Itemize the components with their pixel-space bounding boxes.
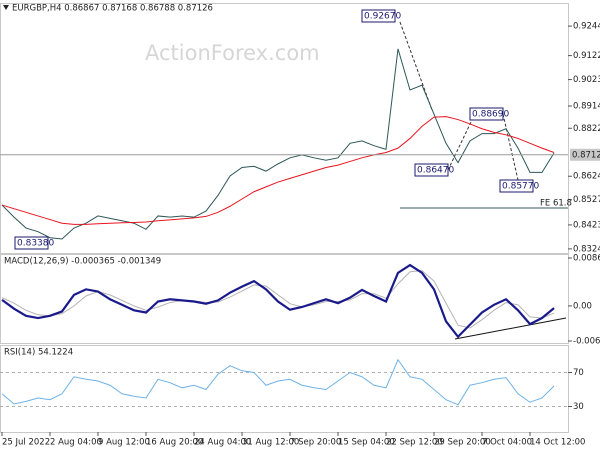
annotation: 0.92670 <box>364 12 401 22</box>
wave-line <box>502 113 519 181</box>
header-arrow <box>3 5 9 10</box>
last-price-label: 0.87126 <box>572 150 600 160</box>
series-line <box>1 358 555 406</box>
y-tick-label: 0.83240 <box>573 244 600 254</box>
annotation-box <box>414 163 449 177</box>
annotation: 0.88690 <box>472 110 509 120</box>
x-tick-label: 9 Aug 12:00 <box>98 438 150 448</box>
x-tick-label: 29 Sep 20:00 <box>434 438 491 448</box>
annotation-box <box>14 236 49 250</box>
chart-title: EURGBP,H4 0.86867 0.87168 0.86788 0.8712… <box>12 4 213 14</box>
panel-frame <box>0 254 569 344</box>
y-tick-label: 0.92440 <box>573 22 600 32</box>
rsi-title: RSI(14) 54.1224 <box>4 348 73 358</box>
watermark: ActionForex.com <box>145 41 320 65</box>
annotation-box <box>469 107 504 121</box>
y-tick-label: 0.85270 <box>573 195 600 205</box>
y-tick-label: 0.90230 <box>573 75 600 85</box>
macd-trendline <box>454 317 567 340</box>
wave-line <box>447 119 473 171</box>
y-tick-label: 70 <box>573 368 584 378</box>
series-line <box>1 263 555 339</box>
y-tick-label: 0.008686 <box>573 254 600 264</box>
x-tick-label: 7 Oct 04:00 <box>482 438 532 448</box>
x-tick-label: 15 Sep 04:00 <box>338 438 395 448</box>
x-tick-label: 16 Aug 20:00 <box>146 438 203 448</box>
annotation: 0.83380 <box>17 239 54 249</box>
x-tick-label: 2 Aug 04:00 <box>50 438 102 448</box>
macd-title: MACD(12,26,9) -0.000365 -0.001349 <box>4 257 161 267</box>
y-tick-label: 30 <box>573 402 584 412</box>
panel-frame <box>0 345 569 433</box>
x-tick-label: 31 Aug 12:00 <box>242 438 299 448</box>
y-tick-label: 0.88220 <box>573 124 600 134</box>
y-tick-label: 0.00 <box>573 301 592 311</box>
x-tick-label: 7 Sep 20:00 <box>290 438 341 448</box>
series-line <box>1 270 555 329</box>
y-tick-label: 0.89140 <box>573 101 600 111</box>
y-tick-label: 0.86240 <box>573 172 600 182</box>
annotation-box <box>499 179 534 193</box>
wave-line <box>399 21 433 111</box>
annotation: FE 61.8 <box>540 199 572 209</box>
x-tick-label: 22 Sep 12:00 <box>386 438 443 448</box>
y-tick-label: 0.91220 <box>573 51 600 61</box>
x-tick-label: 24 Aug 04:00 <box>194 438 251 448</box>
annotation: 0.86470 <box>417 166 454 176</box>
y-tick-label: -0.006366 <box>573 336 600 346</box>
annotation: 0.85770 <box>502 182 539 192</box>
series-line <box>1 48 555 240</box>
annotation-box <box>361 9 396 23</box>
series-line <box>1 116 555 225</box>
x-tick-label: 25 Jul 2022 <box>2 438 50 448</box>
x-tick-label: 14 Oct 12:00 <box>530 438 585 448</box>
last-price-box <box>570 148 600 161</box>
y-tick-label: 0.84230 <box>573 220 600 230</box>
